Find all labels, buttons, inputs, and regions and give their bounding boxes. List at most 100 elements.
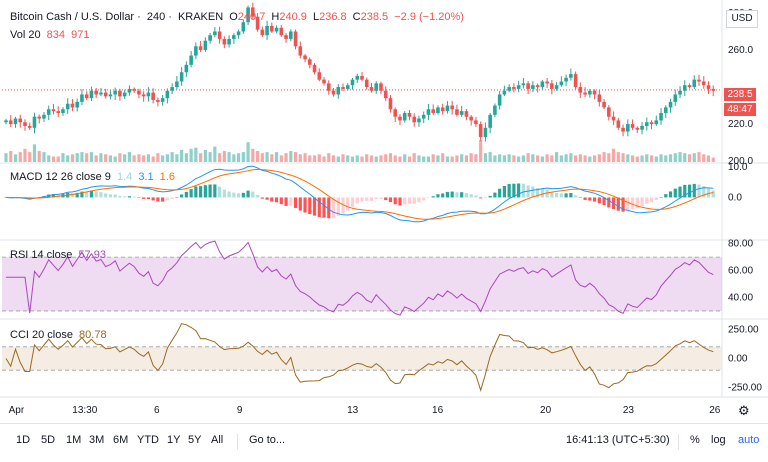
candle-body: [156, 100, 160, 102]
candle-body: [369, 87, 374, 91]
candle-body: [583, 92, 587, 95]
macd-histogram-bar: [284, 197, 288, 206]
timezone-clock[interactable]: 16:41:13 (UTC+5:30): [566, 434, 670, 446]
volume-bar: [279, 155, 283, 162]
volume-bar: [574, 155, 578, 162]
volume-bar: [692, 153, 696, 162]
macd-histogram-bar: [331, 197, 336, 219]
gear-icon[interactable]: ⚙: [738, 403, 750, 418]
macd-histogram-bar: [664, 194, 668, 198]
macd-histogram-bar: [346, 197, 350, 211]
macd-histogram-bar: [502, 185, 506, 198]
macd-histogram-bar: [194, 186, 198, 198]
log-toggle[interactable]: log: [711, 434, 726, 446]
macd-histogram-bar: [706, 188, 711, 198]
volume-bar: [597, 154, 601, 162]
macd-histogram-bar: [678, 186, 682, 198]
candle-body: [175, 81, 179, 88]
volume-bar: [540, 156, 544, 162]
macd-histogram-bar: [308, 197, 312, 215]
macd-histogram-bar: [118, 195, 122, 198]
candle-body: [303, 55, 307, 60]
range-5d[interactable]: 5D: [41, 434, 56, 446]
candle-body: [701, 81, 706, 86]
candle-body: [89, 90, 94, 99]
volume-bar: [289, 151, 293, 162]
macd-histogram-bar: [711, 190, 715, 198]
volume-bar: [28, 152, 32, 162]
candle-body: [540, 81, 545, 88]
candle-body: [364, 79, 369, 88]
rsi-axis-tick: 80.00: [728, 239, 753, 250]
volume-bar: [388, 153, 393, 162]
range-6m[interactable]: 6M: [113, 434, 129, 446]
volume-bar: [123, 154, 127, 162]
candle-body: [322, 79, 326, 84]
volume-bar: [208, 152, 212, 162]
candle-body: [8, 120, 13, 125]
x-axis-tick: 26: [709, 405, 721, 416]
candle-body: [270, 25, 274, 32]
chart-canvas[interactable]: 200.0220.0260.0280.010.00.080.0060.0040.…: [0, 0, 768, 423]
macd-histogram-bar: [104, 193, 108, 198]
macd-histogram-bar: [350, 197, 355, 208]
volume-bar: [683, 153, 687, 162]
currency-badge[interactable]: USD: [726, 10, 758, 28]
rsi-label[interactable]: RSI 14 close: [10, 249, 73, 261]
volume-bar: [137, 154, 141, 162]
volume-bar: [706, 155, 711, 162]
candle-body: [531, 85, 535, 89]
candle-body: [626, 124, 630, 132]
candle-body: [56, 111, 61, 113]
goto-button[interactable]: Go to...: [249, 434, 286, 446]
range-3m[interactable]: 3M: [89, 434, 105, 446]
auto-toggle[interactable]: auto: [738, 434, 760, 446]
range-all[interactable]: All: [211, 434, 224, 446]
percent-toggle[interactable]: %: [690, 434, 700, 446]
macd-legend: MACD 12 26 close 9 1.4 3.1 1.6: [10, 171, 178, 183]
range-1m[interactable]: 1M: [66, 434, 82, 446]
cci-label[interactable]: CCI 20 close: [10, 329, 73, 341]
range-5y[interactable]: 5Y: [188, 434, 202, 446]
macd-axis-tick: 0.0: [728, 192, 742, 203]
volume-bar: [659, 154, 663, 162]
macd-histogram-bar: [673, 188, 677, 198]
candle-body: [84, 94, 89, 99]
volume-bar: [469, 153, 473, 162]
macd-histogram-bar: [199, 186, 203, 198]
volume-bar: [403, 154, 407, 162]
volume-bar: [422, 156, 426, 162]
candle-body: [621, 127, 625, 132]
volume-bar: [360, 156, 364, 162]
volume-bar: [664, 155, 668, 162]
volume-bar: [521, 155, 525, 162]
symbol-title[interactable]: Bitcoin Cash / U.S. Dollar: [10, 11, 135, 23]
volume-bar: [678, 152, 682, 162]
range-ytd[interactable]: YTD: [137, 434, 159, 446]
volume-bar: [483, 153, 488, 162]
candle-body: [573, 74, 578, 88]
volume-bar: [502, 155, 506, 162]
interval-label[interactable]: 240: [146, 11, 166, 23]
macd-histogram-bar: [545, 189, 549, 198]
volume-bar: [170, 152, 174, 162]
volume-value: 834: [46, 29, 66, 41]
volume-bar: [398, 156, 402, 162]
range-1d[interactable]: 1D: [16, 434, 31, 446]
volume-bar: [184, 153, 188, 162]
volume-label[interactable]: Vol 20: [10, 29, 41, 41]
candle-body: [417, 118, 421, 123]
macd-histogram-bar: [592, 197, 597, 202]
volume-bar: [450, 156, 454, 162]
macd-histogram-bar: [75, 192, 79, 198]
volume-bar: [607, 153, 611, 162]
macd-label[interactable]: MACD 12 26 close 9: [10, 171, 111, 183]
macd-histogram-bar: [312, 197, 317, 216]
macd-histogram-bar: [687, 184, 692, 198]
range-1y[interactable]: 1Y: [167, 434, 181, 446]
cci-axis-tick: 250.00: [728, 324, 759, 335]
candle-body: [137, 90, 141, 95]
candle-body: [597, 94, 602, 102]
volume-bar: [23, 148, 27, 162]
macd-line: [5, 165, 714, 223]
